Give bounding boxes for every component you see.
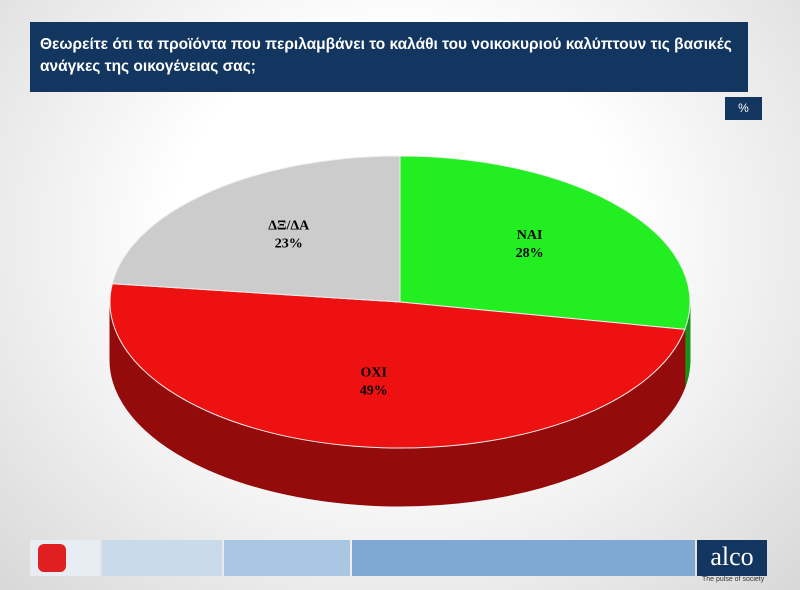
tagline: The pulse of society — [702, 576, 765, 583]
footer-segment — [352, 540, 695, 576]
slice-value-label: 28% — [516, 246, 544, 261]
logo — [38, 544, 66, 572]
brand-logo: alco — [697, 540, 767, 576]
pie-slice — [111, 155, 401, 303]
footer-segment — [102, 540, 222, 576]
chart-title: Θεωρείτε ότι τα προϊόντα που περιλαμβάνε… — [40, 36, 732, 75]
slice-value-label: 49% — [360, 384, 388, 399]
slice-label: ΔΞ/ΔΑ — [268, 218, 310, 233]
footer: alco — [30, 540, 768, 576]
pie-slice — [399, 155, 691, 330]
footer-segment — [30, 540, 100, 576]
pie-slice — [109, 283, 686, 449]
slice-label: ΝΑΙ — [517, 228, 543, 243]
footer-segment — [224, 540, 350, 576]
title-banner: Θεωρείτε ότι τα προϊόντα που περιλαμβάνε… — [30, 22, 748, 92]
slice-label: ΟΧΙ — [360, 366, 386, 381]
unit-badge: % — [725, 97, 762, 120]
slice-value-label: 23% — [275, 236, 303, 251]
